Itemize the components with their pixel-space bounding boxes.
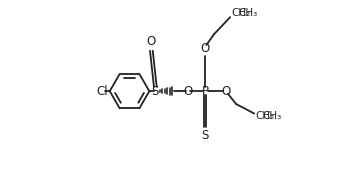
Text: O: O bbox=[221, 85, 230, 98]
Text: O: O bbox=[201, 42, 210, 55]
Text: CH₂: CH₂ bbox=[231, 8, 250, 18]
Text: P: P bbox=[202, 85, 209, 98]
Text: CH₃: CH₃ bbox=[262, 111, 281, 121]
Text: S: S bbox=[152, 85, 159, 98]
Text: O: O bbox=[183, 85, 193, 98]
Text: Cl: Cl bbox=[96, 85, 108, 98]
Text: CH₃: CH₃ bbox=[238, 8, 257, 18]
Text: O: O bbox=[147, 35, 156, 48]
Text: CH₂: CH₂ bbox=[255, 111, 274, 121]
Text: S: S bbox=[202, 128, 209, 142]
